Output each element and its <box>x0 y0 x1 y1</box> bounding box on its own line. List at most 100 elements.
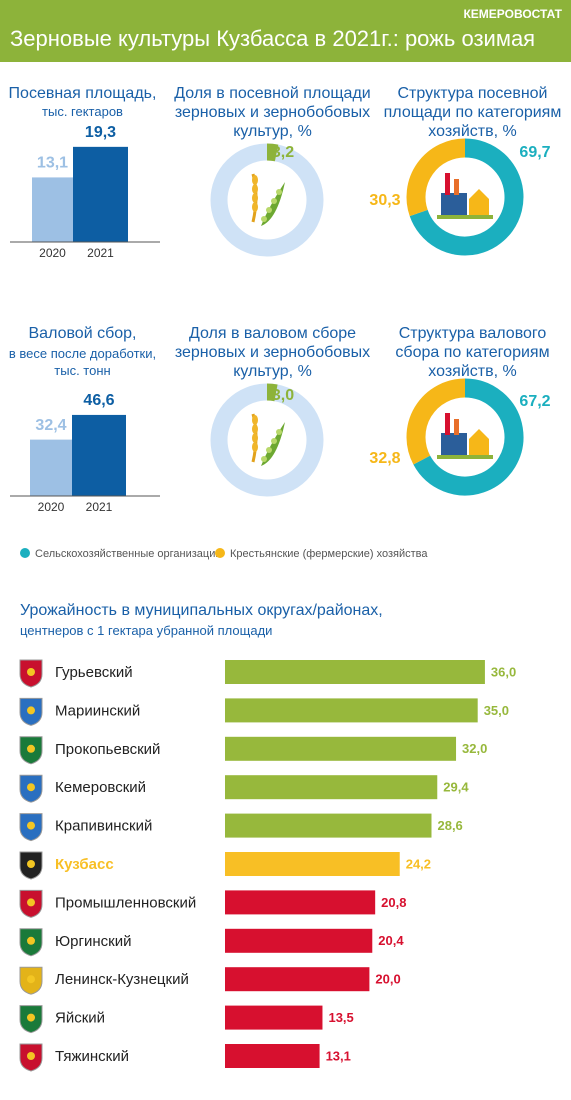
icon <box>252 424 258 434</box>
coat-of-arms <box>27 668 35 676</box>
chart-subtitle: в весе после доработки, тыс. тонн <box>8 346 157 378</box>
value-label: 32,4 <box>35 417 66 434</box>
legend-marker <box>215 548 225 558</box>
value-label: 35,0 <box>484 703 509 718</box>
value-label: 32,0 <box>462 741 487 756</box>
category-label: Кемеровский <box>55 779 146 796</box>
x-tick-label: 2020 <box>38 500 65 514</box>
chart-title: Посевная площадь, <box>8 85 157 102</box>
bar <box>225 813 432 838</box>
coat-of-arms <box>27 936 35 945</box>
chart-title: Структура валового сбора по категориям х… <box>395 325 550 380</box>
coat-of-arms <box>27 898 35 907</box>
value-label: 28,6 <box>437 818 462 833</box>
header-band <box>0 0 571 62</box>
bar <box>225 1044 320 1068</box>
chart-title: Доля в валовом сборе зерновых и зернобоб… <box>174 325 371 380</box>
legend-label: Крестьянские (фермерские) хозяйства <box>230 548 428 560</box>
donut-segment <box>409 138 524 256</box>
icon <box>469 429 489 455</box>
coat-of-arms <box>27 821 35 830</box>
donut-track <box>210 143 324 257</box>
chart-subtitle: центнеров с 1 гектара убранной площади <box>20 623 273 638</box>
value-label: 20,0 <box>375 972 400 987</box>
icon <box>252 442 258 452</box>
coat-of-arms <box>27 975 35 984</box>
coat-of-arms <box>27 1052 35 1060</box>
chart-title: Доля в посевной площади зерновых и зерно… <box>174 85 371 140</box>
value-label: 13,1 <box>37 155 68 172</box>
legend-label: Сельскохозяйственные организации <box>35 548 222 560</box>
icon <box>271 438 277 444</box>
value-label: 30,3 <box>369 192 400 209</box>
icon <box>261 456 267 462</box>
coat-of-arms <box>27 783 35 792</box>
bar <box>32 177 73 242</box>
icon <box>266 447 272 453</box>
coat-of-arms <box>27 1013 35 1022</box>
donut-track <box>210 383 324 497</box>
icon <box>276 189 282 195</box>
x-tick-label: 2021 <box>87 246 114 260</box>
value-label: 46,6 <box>83 392 114 409</box>
category-label: Гурьевский <box>55 664 133 681</box>
value-label: 3,2 <box>272 144 294 161</box>
bar <box>225 698 478 723</box>
donut-segment <box>266 143 279 162</box>
value-label: 13,1 <box>326 1048 351 1063</box>
bar <box>225 660 485 684</box>
icon <box>271 198 277 204</box>
donut-segment <box>406 138 466 217</box>
value-label: 19,3 <box>85 124 116 141</box>
chart-subtitle: тыс. гектаров <box>42 104 123 119</box>
bar <box>225 736 457 761</box>
source: КЕМЕРОВОСТАТ <box>463 7 562 21</box>
icon <box>454 419 459 435</box>
icon <box>437 455 493 459</box>
icon <box>261 216 267 222</box>
x-tick-label: 2021 <box>86 500 113 514</box>
category-label: Тяжинский <box>55 1048 129 1065</box>
icon <box>437 215 493 219</box>
icon <box>441 433 467 455</box>
value-label: 24,2 <box>406 856 431 871</box>
category-label: Крапивинский <box>55 818 152 835</box>
icon <box>252 202 258 212</box>
icon <box>266 207 272 213</box>
value-label: 32,8 <box>369 450 400 467</box>
category-label: Прокопьевский <box>55 741 160 758</box>
bar <box>72 414 126 496</box>
icon <box>441 193 467 215</box>
x-tick-label: 2020 <box>39 246 66 260</box>
icon <box>252 433 258 443</box>
chart-title: Структура посевной площади по категориям… <box>383 85 562 140</box>
category-label: Кузбасс <box>55 856 114 873</box>
icon <box>454 179 459 195</box>
value-label: 69,7 <box>519 144 550 161</box>
bar <box>73 146 128 242</box>
icon <box>469 189 489 215</box>
bar <box>225 967 370 992</box>
coat-of-arms <box>27 744 35 753</box>
bar <box>30 439 72 496</box>
icon <box>252 415 258 425</box>
coat-of-arms <box>27 860 35 868</box>
value-label: 20,4 <box>378 933 404 948</box>
icon <box>445 173 450 195</box>
bar <box>225 852 400 876</box>
donut-segment <box>406 378 466 465</box>
legend-marker <box>20 548 30 558</box>
icon <box>252 175 258 185</box>
chart-title: Валовой сбор, <box>28 325 137 342</box>
bar <box>225 928 373 953</box>
icon <box>252 193 258 203</box>
donut-segment <box>266 383 278 402</box>
value-label: 3,0 <box>272 387 294 404</box>
icon <box>445 413 450 435</box>
category-label: Мариинский <box>55 702 140 719</box>
value-label: 29,4 <box>443 780 469 795</box>
bar <box>225 775 438 800</box>
chart-title: Урожайность в муниципальных округах/райо… <box>20 602 383 619</box>
